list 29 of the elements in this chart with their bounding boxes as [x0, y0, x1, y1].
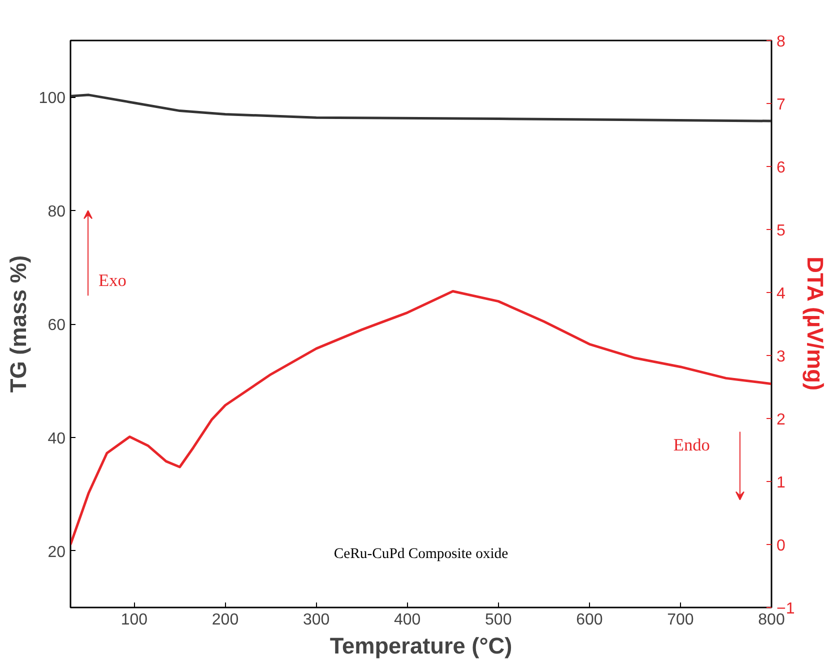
x-tick-label: 200 [212, 612, 239, 628]
x-tick-label: 400 [394, 612, 421, 628]
line-series [70, 94, 772, 122]
y2-tick-label: 4 [776, 286, 786, 302]
y2-tick-label: 6 [776, 160, 786, 176]
y2-tick-label: 1 [776, 474, 786, 492]
y2-tick-label: 3 [776, 348, 786, 366]
y2-tick-label: 0 [776, 538, 786, 554]
x-axis-title: Temperature (°C) [330, 632, 512, 658]
y2-tick-label: 7 [776, 96, 786, 114]
x-tick-label: 500 [485, 612, 512, 628]
y-tick-label: 60 [48, 317, 66, 334]
y2-tick-label: 2 [776, 412, 786, 428]
line-series [70, 290, 772, 546]
y2-axis-title: DTA (µV/mg) [802, 256, 829, 391]
annotation: CeRu-CuPd Composite oxide [334, 546, 508, 562]
x-tick-label: 600 [576, 612, 603, 628]
x-tick-label: 700 [667, 612, 694, 628]
annotation: Endo [673, 435, 710, 454]
y-axis-title: TG (mass %) [4, 255, 31, 393]
y2-tick-label: 5 [776, 222, 786, 240]
x-tick-label: 300 [302, 612, 330, 628]
y2-tick-label: 8 [776, 34, 786, 50]
y-tick-label: 20 [48, 544, 66, 561]
y-tick-label: 100 [38, 90, 66, 108]
annotation: Exo [98, 270, 126, 290]
y-tick-label: 40 [48, 430, 66, 448]
x-tick-label: 100 [120, 612, 148, 628]
y-tick-label: 80 [48, 204, 66, 221]
